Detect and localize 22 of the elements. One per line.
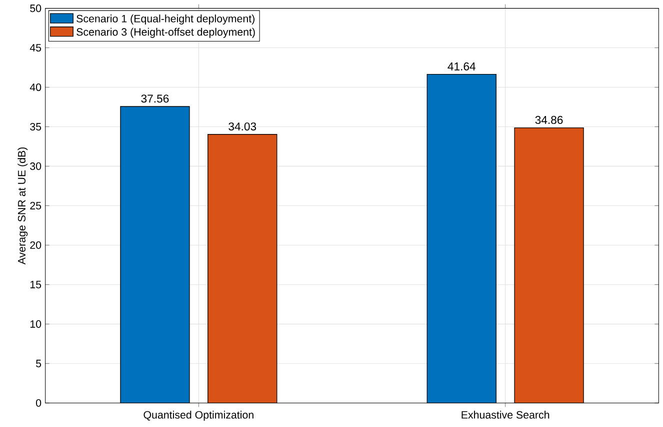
legend-label: Scenario 1 (Equal-height deployment) [76,14,254,25]
x-tick-label: Quantised Optimization [144,410,254,421]
bar [120,106,190,403]
data-label: 34.03 [228,122,256,130]
y-axis-title: Average SNR at UE (dB) [18,147,28,265]
y-tick-label: 35 [30,122,42,130]
y-tick-label: 40 [30,83,42,92]
y-tick-label: 30 [30,162,42,170]
y-tick-label: 15 [30,280,42,288]
data-label: 41.64 [448,62,476,70]
y-tick-label: 20 [30,241,42,249]
y-tick-label: 25 [30,202,42,210]
y-tick-label: 5 [36,360,42,368]
bar [426,74,496,403]
y-tick-label: 50 [30,4,42,12]
data-label: 34.86 [535,116,563,124]
y-tick-label: 10 [30,320,42,328]
legend-label: Scenario 3 (Height-offset deployment) [76,28,255,38]
y-tick-label: 0 [36,399,42,407]
x-tick-label: Exhuastive Search [462,410,550,419]
y-tick-label: 45 [30,44,42,52]
data-label: 37.56 [141,94,169,103]
